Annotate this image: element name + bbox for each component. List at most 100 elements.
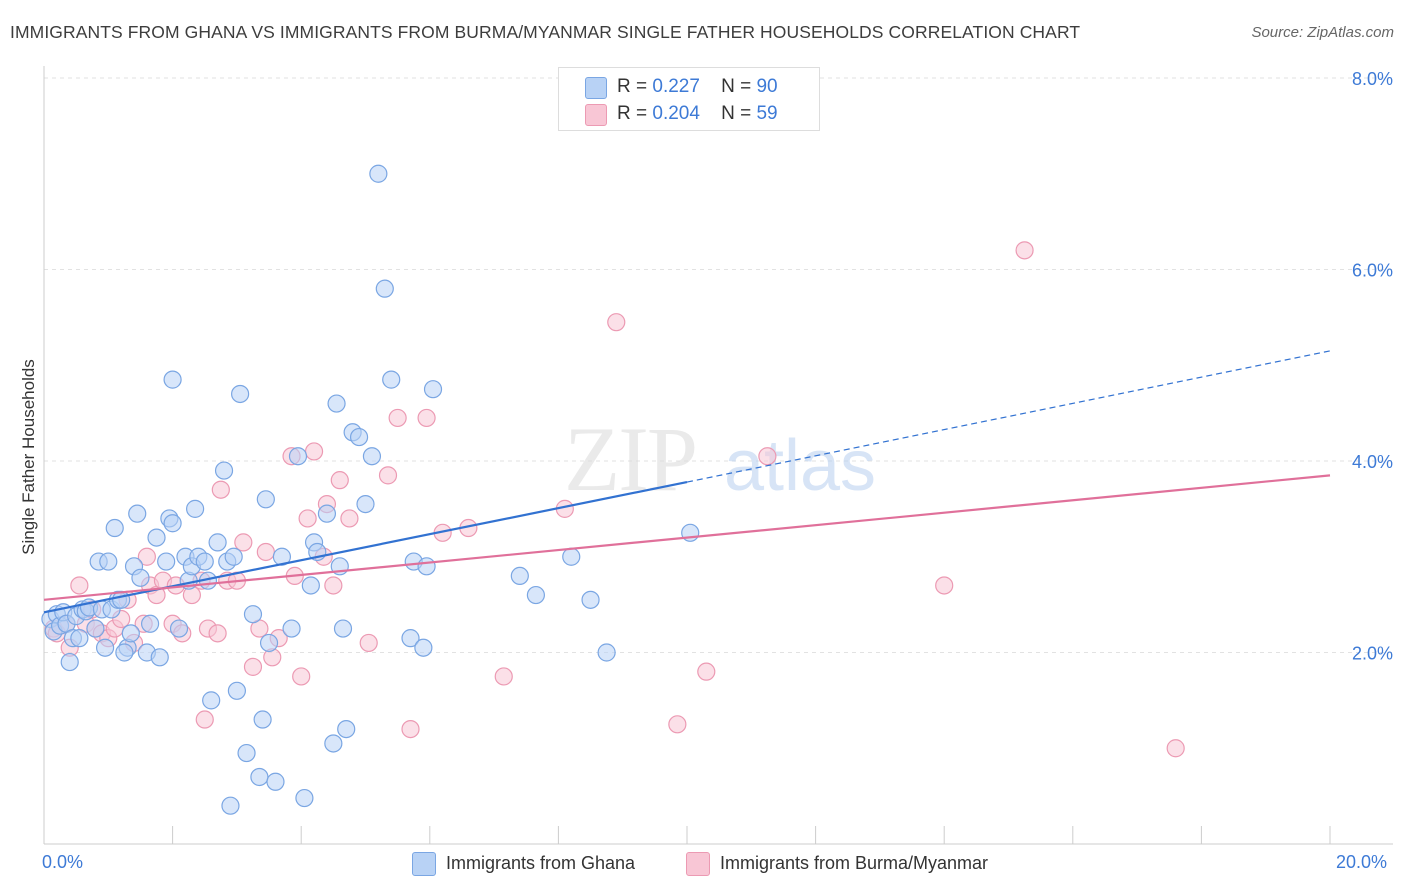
data-point-ghana [333, 619, 353, 638]
data-point-ghana [324, 734, 343, 753]
data-point-burma [1015, 241, 1034, 260]
data-point-ghana [337, 719, 356, 739]
data-point-ghana [60, 652, 79, 672]
data-point-ghana [295, 788, 314, 808]
data-point-burma [359, 633, 378, 653]
data-point-ghana [128, 504, 147, 523]
data-point-ghana [288, 447, 308, 466]
data-point-burma [208, 624, 227, 643]
x-tick-label-max: 20.0% [1336, 852, 1388, 872]
data-point-ghana [253, 710, 272, 729]
data-point-ghana [401, 629, 420, 648]
data-point-burma [494, 667, 513, 686]
watermark: ZIP atlas [564, 408, 876, 510]
data-point-burma [340, 509, 359, 528]
data-point-ghana [140, 614, 160, 633]
data-point-ghana [115, 643, 134, 662]
data-point-burma [304, 442, 324, 461]
data-point-ghana [243, 605, 263, 624]
data-point-burma [388, 408, 407, 428]
data-point-ghana [224, 547, 243, 566]
data-point-ghana [95, 638, 115, 657]
data-point-ghana [202, 691, 221, 710]
data-point-ghana [414, 638, 433, 657]
trend-line-burma [43, 474, 1331, 601]
data-point-burma [378, 466, 398, 485]
data-point-ghana [105, 518, 124, 538]
trend-line-ghana [43, 480, 688, 614]
data-point-ghana [131, 568, 150, 587]
data-point-ghana [272, 547, 292, 566]
data-point-ghana [99, 552, 118, 571]
data-point-burma [935, 576, 954, 595]
series-ghana-points [41, 164, 700, 815]
legend-swatch-burma-bottom [686, 852, 710, 876]
data-point-ghana [581, 590, 600, 609]
data-point-ghana [121, 624, 140, 643]
data-point-burma [697, 662, 716, 681]
data-point-ghana [327, 394, 346, 413]
data-point-ghana [375, 279, 394, 298]
data-point-burma [668, 715, 687, 734]
data-point-ghana [237, 743, 256, 763]
legend-swatch-ghana [585, 77, 607, 99]
data-point-ghana [186, 499, 205, 518]
data-point-ghana [356, 494, 375, 514]
data-point-burma [292, 667, 311, 686]
x-tick-label-min: 0.0% [42, 852, 84, 872]
data-point-ghana [208, 533, 227, 552]
data-point-ghana [163, 514, 182, 533]
data-point-ghana [163, 370, 182, 389]
data-point-burma [234, 533, 253, 552]
data-point-ghana [86, 619, 105, 638]
y-tick-label: 8.0% [1352, 69, 1393, 89]
data-point-burma [330, 471, 349, 490]
trend-lines [43, 350, 1331, 614]
data-point-burma [401, 719, 420, 739]
data-point-ghana [221, 796, 240, 815]
data-point-burma [1166, 739, 1185, 758]
data-point-ghana [150, 648, 169, 667]
legend-label-ghana: Immigrants from Ghana [446, 853, 636, 873]
legend-swatch-ghana-bottom [412, 852, 436, 876]
y-tick-label: 2.0% [1352, 644, 1393, 664]
data-point-burma [298, 509, 317, 528]
legend-swatch-burma [585, 104, 607, 126]
data-point-ghana [510, 566, 529, 586]
data-point-burma [211, 480, 230, 499]
data-point-ghana [301, 576, 320, 595]
data-point-burma [417, 408, 436, 428]
data-point-ghana [282, 619, 301, 638]
data-point-ghana [157, 552, 176, 571]
chart-title: IMMIGRANTS FROM GHANA VS IMMIGRANTS FROM… [10, 22, 1081, 42]
data-point-burma [256, 542, 275, 562]
data-point-ghana [169, 619, 189, 638]
data-point-ghana [369, 164, 388, 183]
data-point-ghana [256, 490, 275, 509]
data-point-ghana [70, 629, 89, 648]
data-point-ghana [195, 552, 214, 571]
data-point-ghana [382, 370, 401, 389]
watermark-atlas: atlas [724, 426, 876, 506]
y-tick-label: 4.0% [1352, 452, 1393, 472]
data-point-ghana [266, 772, 285, 791]
legend-stats-ghana: R = 0.227 N = 90 [617, 76, 778, 97]
data-point-ghana [417, 557, 436, 576]
data-point-ghana [526, 585, 545, 605]
axes [43, 66, 1393, 845]
y-tick-labels: 2.0% 4.0% 6.0% 8.0% [1352, 69, 1393, 664]
data-point-burma [137, 547, 156, 566]
legend-stats: R = 0.227 N = 90 R = 0.204 N = 59 [558, 67, 820, 131]
y-tick-label: 6.0% [1352, 261, 1393, 281]
data-point-ghana [349, 427, 369, 447]
data-point-burma [195, 710, 214, 729]
data-point-ghana [231, 384, 250, 404]
source-credit: Source: ZipAtlas.com [1251, 24, 1394, 41]
legend-label-burma: Immigrants from Burma/Myanmar [720, 853, 989, 873]
grid-lines [44, 77, 1393, 653]
data-point-ghana [147, 528, 166, 547]
data-point-ghana [259, 633, 279, 653]
data-point-ghana [214, 461, 234, 480]
data-point-ghana [597, 643, 616, 662]
